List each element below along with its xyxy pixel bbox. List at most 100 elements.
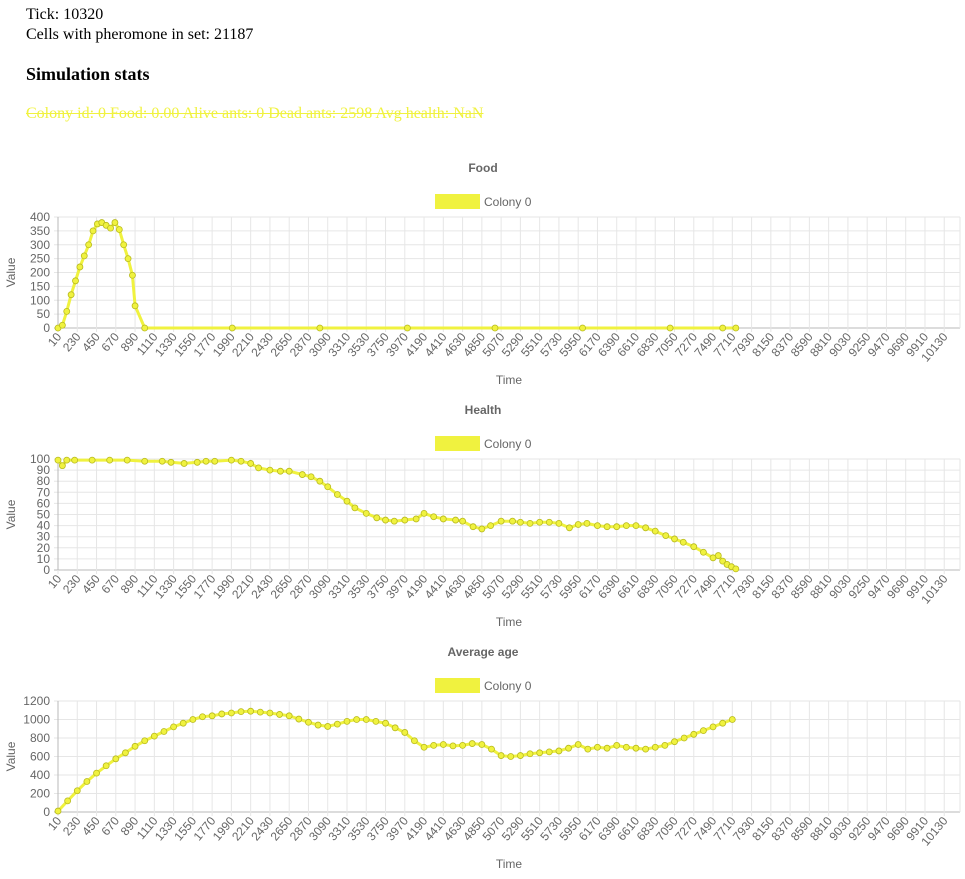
y-tick-label: 1000: [23, 713, 50, 727]
legend-swatch: [435, 436, 480, 451]
data-point: [93, 769, 100, 777]
data-point: [247, 460, 255, 467]
data-point: [102, 762, 110, 770]
data-point: [343, 497, 351, 505]
data-point: [478, 741, 486, 748]
data-point: [579, 324, 586, 332]
data-point: [622, 522, 630, 530]
y-tick-label: 250: [30, 252, 50, 266]
data-point: [314, 721, 322, 729]
data-point: [160, 728, 168, 735]
data-point: [509, 517, 516, 525]
data-point: [651, 743, 659, 751]
data-point: [690, 543, 698, 551]
data-point: [566, 524, 573, 532]
x-tick-label: 230: [60, 814, 84, 839]
data-point: [732, 565, 740, 573]
tick-value: 10320: [63, 6, 104, 23]
y-tick-label: 0: [43, 321, 50, 335]
data-point: [167, 458, 175, 466]
data-point: [516, 752, 524, 759]
data-point: [189, 716, 197, 723]
data-point: [343, 717, 351, 725]
data-point: [141, 737, 149, 745]
data-point: [373, 514, 381, 522]
x-tick-label: 450: [79, 814, 103, 839]
data-point: [211, 457, 219, 465]
y-tick-label: 150: [30, 279, 50, 293]
y-tick-label: 60: [37, 496, 51, 510]
x-axis-label: Time: [496, 857, 523, 871]
data-point: [54, 456, 62, 464]
data-point: [141, 457, 149, 465]
data-point: [516, 518, 524, 526]
y-tick-label: 100: [30, 293, 50, 307]
colony-stats-line: Colony id: 0 Food: 0.00 Alive ants: 0 De…: [26, 105, 484, 122]
data-point: [622, 743, 630, 751]
data-point: [76, 263, 84, 271]
y-tick-label: 0: [43, 805, 50, 819]
data-point: [58, 321, 66, 329]
x-tick-label: 670: [98, 814, 122, 839]
data-point: [497, 517, 505, 525]
simulation-stats-heading: Simulation stats: [26, 64, 150, 84]
data-point: [150, 732, 158, 740]
data-point: [651, 527, 659, 535]
data-point: [237, 708, 245, 716]
chart-title: Average age: [448, 645, 519, 659]
data-point: [613, 523, 621, 531]
data-point: [295, 715, 303, 723]
data-point: [488, 745, 495, 753]
data-point: [179, 719, 187, 727]
data-point: [487, 522, 495, 530]
data-point: [719, 557, 727, 565]
y-tick-label: 40: [37, 519, 51, 533]
data-point: [536, 749, 544, 757]
data-point: [208, 712, 216, 720]
data-point: [54, 807, 62, 815]
data-point: [71, 456, 79, 464]
data-point: [662, 532, 670, 539]
y-tick-label: 300: [30, 238, 50, 252]
data-point: [120, 241, 128, 249]
data-point: [545, 748, 553, 756]
data-point: [180, 460, 188, 467]
data-point: [266, 709, 274, 717]
data-point: [632, 744, 640, 752]
data-point: [469, 523, 477, 531]
data-point: [111, 219, 119, 226]
data-point: [449, 742, 457, 750]
data-point: [420, 743, 428, 751]
data-point: [401, 516, 409, 524]
data-point: [285, 467, 293, 475]
y-tick-label: 350: [30, 224, 50, 238]
x-tick-label: 450: [79, 572, 103, 597]
y-tick-label: 10: [37, 552, 51, 566]
data-point: [115, 226, 123, 233]
data-point: [80, 252, 88, 260]
data-point: [680, 734, 688, 742]
data-point: [227, 709, 235, 717]
data-point: [459, 742, 466, 749]
data-point: [362, 716, 370, 723]
data-point: [583, 519, 591, 527]
data-point: [158, 457, 166, 465]
pheromone-cells-value: 21187: [213, 26, 254, 43]
data-point: [507, 753, 515, 760]
y-tick-label: 80: [37, 474, 51, 488]
data-point: [123, 456, 131, 464]
data-point: [459, 517, 466, 525]
data-point: [430, 742, 438, 749]
y-tick-label: 1200: [23, 694, 50, 708]
data-point: [661, 742, 669, 749]
data-point: [666, 324, 674, 332]
series-line-0: [56, 458, 737, 571]
data-point: [671, 535, 678, 543]
data-point: [285, 712, 293, 720]
y-axis-label: Value: [4, 499, 18, 529]
data-point: [690, 730, 698, 738]
y-tick-label: 70: [37, 485, 51, 499]
y-axis-label: Value: [4, 257, 18, 287]
